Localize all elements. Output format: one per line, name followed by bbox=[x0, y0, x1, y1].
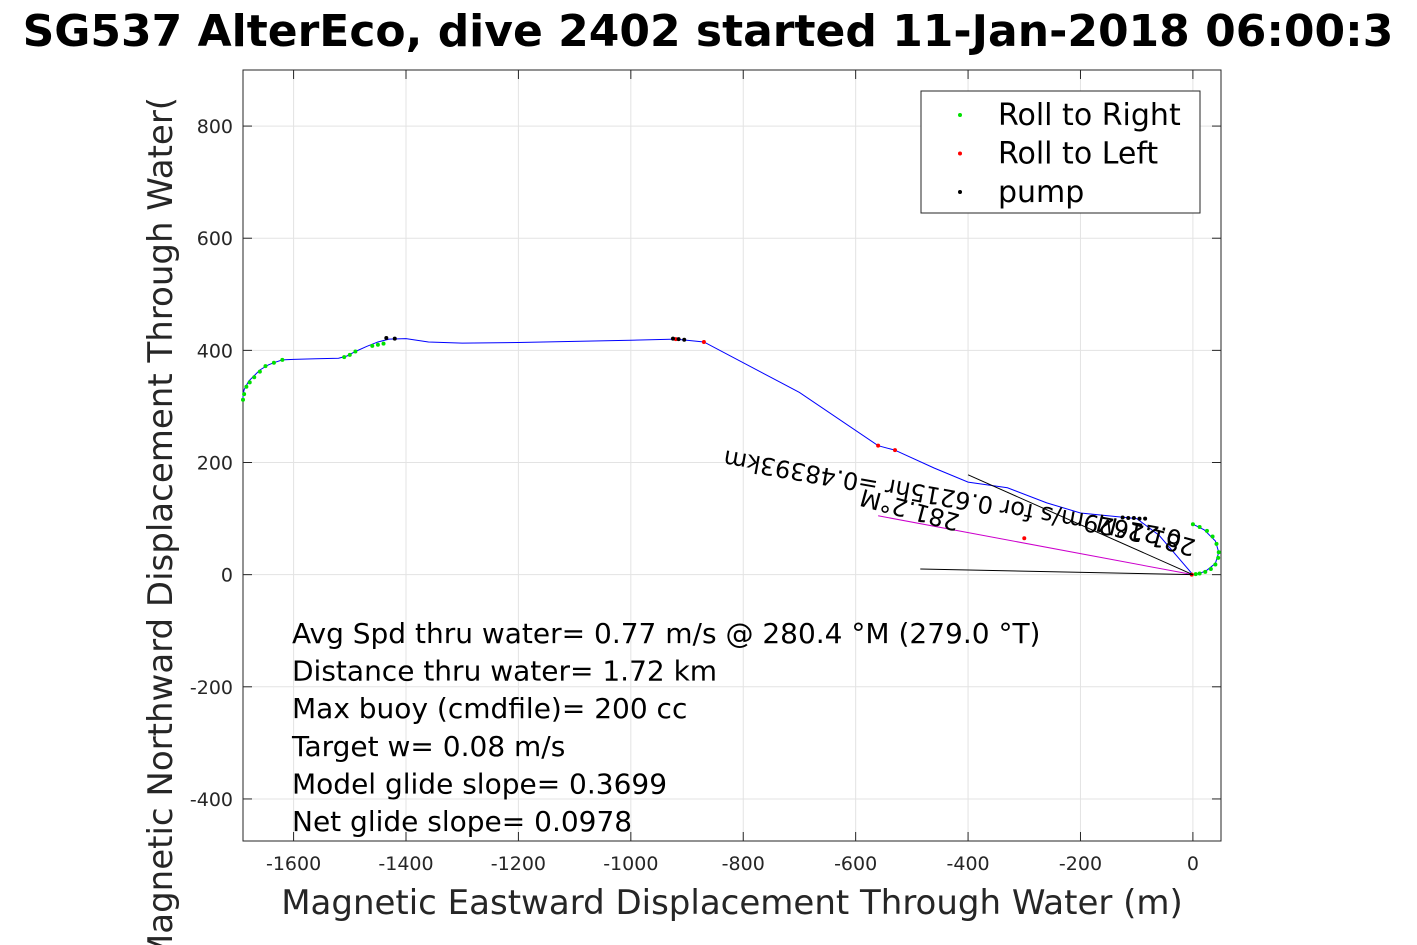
roll-to-right-point bbox=[280, 357, 285, 362]
stats-box: Avg Spd thru water= 0.77 m/s @ 280.4 °M … bbox=[291, 617, 1040, 838]
legend-marker bbox=[958, 151, 962, 156]
pump-point bbox=[1131, 516, 1136, 521]
pump-point bbox=[1137, 516, 1142, 521]
axis-ticks: -1600 -1400 -1200 -1000 -800 -600 -400 -200 0 -40… bbox=[190, 70, 1221, 875]
legend-box bbox=[920, 90, 1201, 214]
legend-label: pump bbox=[998, 175, 1084, 210]
roll-to-right-point bbox=[241, 397, 245, 402]
y-tick-label: 600 bbox=[197, 228, 233, 250]
x-tick-label: -800 bbox=[722, 853, 765, 875]
x-tick-label: -400 bbox=[947, 853, 990, 875]
roll-to-right-point bbox=[1208, 567, 1213, 572]
series-group bbox=[241, 336, 1221, 577]
annotations: 0.21629m/s for 0.6215hr =0.48393km281.2°… bbox=[721, 444, 1198, 576]
x-tick-label: -200 bbox=[1059, 853, 1102, 875]
legend-marker bbox=[958, 113, 962, 117]
pump-point bbox=[384, 336, 389, 341]
roll-to-right-point bbox=[1210, 534, 1215, 539]
x-tick-label: -1400 bbox=[378, 853, 433, 875]
stats-line: Target w= 0.08 m/s bbox=[291, 730, 565, 763]
grid-lines bbox=[243, 70, 1221, 841]
y-tick-label: -400 bbox=[190, 789, 233, 811]
roll-to-right-point bbox=[1190, 522, 1195, 527]
pump-point bbox=[682, 337, 687, 342]
roll-to-right-point bbox=[244, 384, 249, 389]
x-tick-label: 0 bbox=[1187, 853, 1199, 875]
x-tick-label: -1600 bbox=[266, 853, 321, 875]
roll-to-right-point bbox=[1204, 528, 1209, 533]
x-axis-label: Magnetic Eastward Displacement Through W… bbox=[281, 883, 1183, 923]
stats-line: Net glide slope= 0.0978 bbox=[292, 805, 632, 838]
roll-to-right-point bbox=[257, 369, 262, 374]
roll-to-left-point bbox=[876, 443, 881, 448]
y-tick-label: -200 bbox=[190, 677, 233, 699]
roll-to-right-point bbox=[1193, 572, 1198, 577]
roll-to-right-point bbox=[370, 343, 375, 348]
y-axis-label: Magnetic Northward Displacement Through … bbox=[141, 97, 181, 945]
roll-to-right-point bbox=[1216, 550, 1221, 555]
stats-line: Model glide slope= 0.3699 bbox=[292, 767, 667, 800]
vector-line bbox=[920, 568, 1193, 576]
pump-point bbox=[1120, 515, 1125, 520]
roll-to-right-point bbox=[1214, 541, 1219, 546]
y-tick-label: 0 bbox=[221, 565, 233, 587]
roll-to-right-point bbox=[342, 355, 347, 360]
legend-label: Roll to Right bbox=[998, 98, 1181, 133]
legend-marker bbox=[958, 190, 962, 194]
stats-line: Avg Spd thru water= 0.77 m/s @ 280.4 °M … bbox=[292, 617, 1040, 650]
vector-line bbox=[967, 474, 1194, 576]
x-tick-label: -1200 bbox=[491, 853, 546, 875]
x-tick-label: -600 bbox=[834, 853, 877, 875]
x-tick-label: -1000 bbox=[603, 853, 658, 875]
roll-to-right-point bbox=[347, 352, 352, 357]
legend-label: Roll to Left bbox=[998, 137, 1158, 172]
pump-point bbox=[1126, 516, 1131, 521]
roll-to-right-point bbox=[1197, 571, 1202, 576]
roll-to-right-point bbox=[252, 375, 257, 380]
roll-to-right-point bbox=[1203, 569, 1208, 574]
roll-to-right-point bbox=[1213, 562, 1218, 567]
roll-to-left-point bbox=[893, 448, 897, 453]
roll-to-right-point bbox=[1216, 555, 1221, 560]
roll-to-right-point bbox=[1197, 524, 1202, 529]
chart-title: SG537 AlterEco, dive 2402 started 11-Jan… bbox=[23, 6, 1394, 57]
roll-to-right-point bbox=[375, 342, 380, 347]
y-tick-label: 400 bbox=[197, 340, 233, 362]
roll-to-right-point bbox=[263, 364, 268, 369]
y-tick-label: 800 bbox=[197, 116, 233, 138]
roll-to-left-point bbox=[1022, 536, 1027, 541]
pump-point bbox=[392, 336, 397, 341]
plot-frame bbox=[242, 69, 1222, 842]
roll-to-right-point bbox=[381, 341, 386, 346]
pump-point bbox=[676, 337, 681, 342]
series-line-4 bbox=[878, 515, 1193, 576]
roll-to-right-point bbox=[242, 392, 247, 397]
pump-point bbox=[670, 336, 675, 341]
pump-point bbox=[1143, 516, 1148, 521]
roll-to-right-point bbox=[247, 380, 252, 385]
roll-to-left-point bbox=[701, 339, 706, 344]
stats-line: Distance thru water= 1.72 km bbox=[292, 655, 717, 688]
stats-line: Max buoy (cmdfile)= 200 cc bbox=[292, 692, 687, 725]
y-tick-label: 200 bbox=[197, 453, 233, 475]
roll-to-right-point bbox=[353, 349, 358, 354]
roll-to-right-point bbox=[271, 360, 276, 365]
